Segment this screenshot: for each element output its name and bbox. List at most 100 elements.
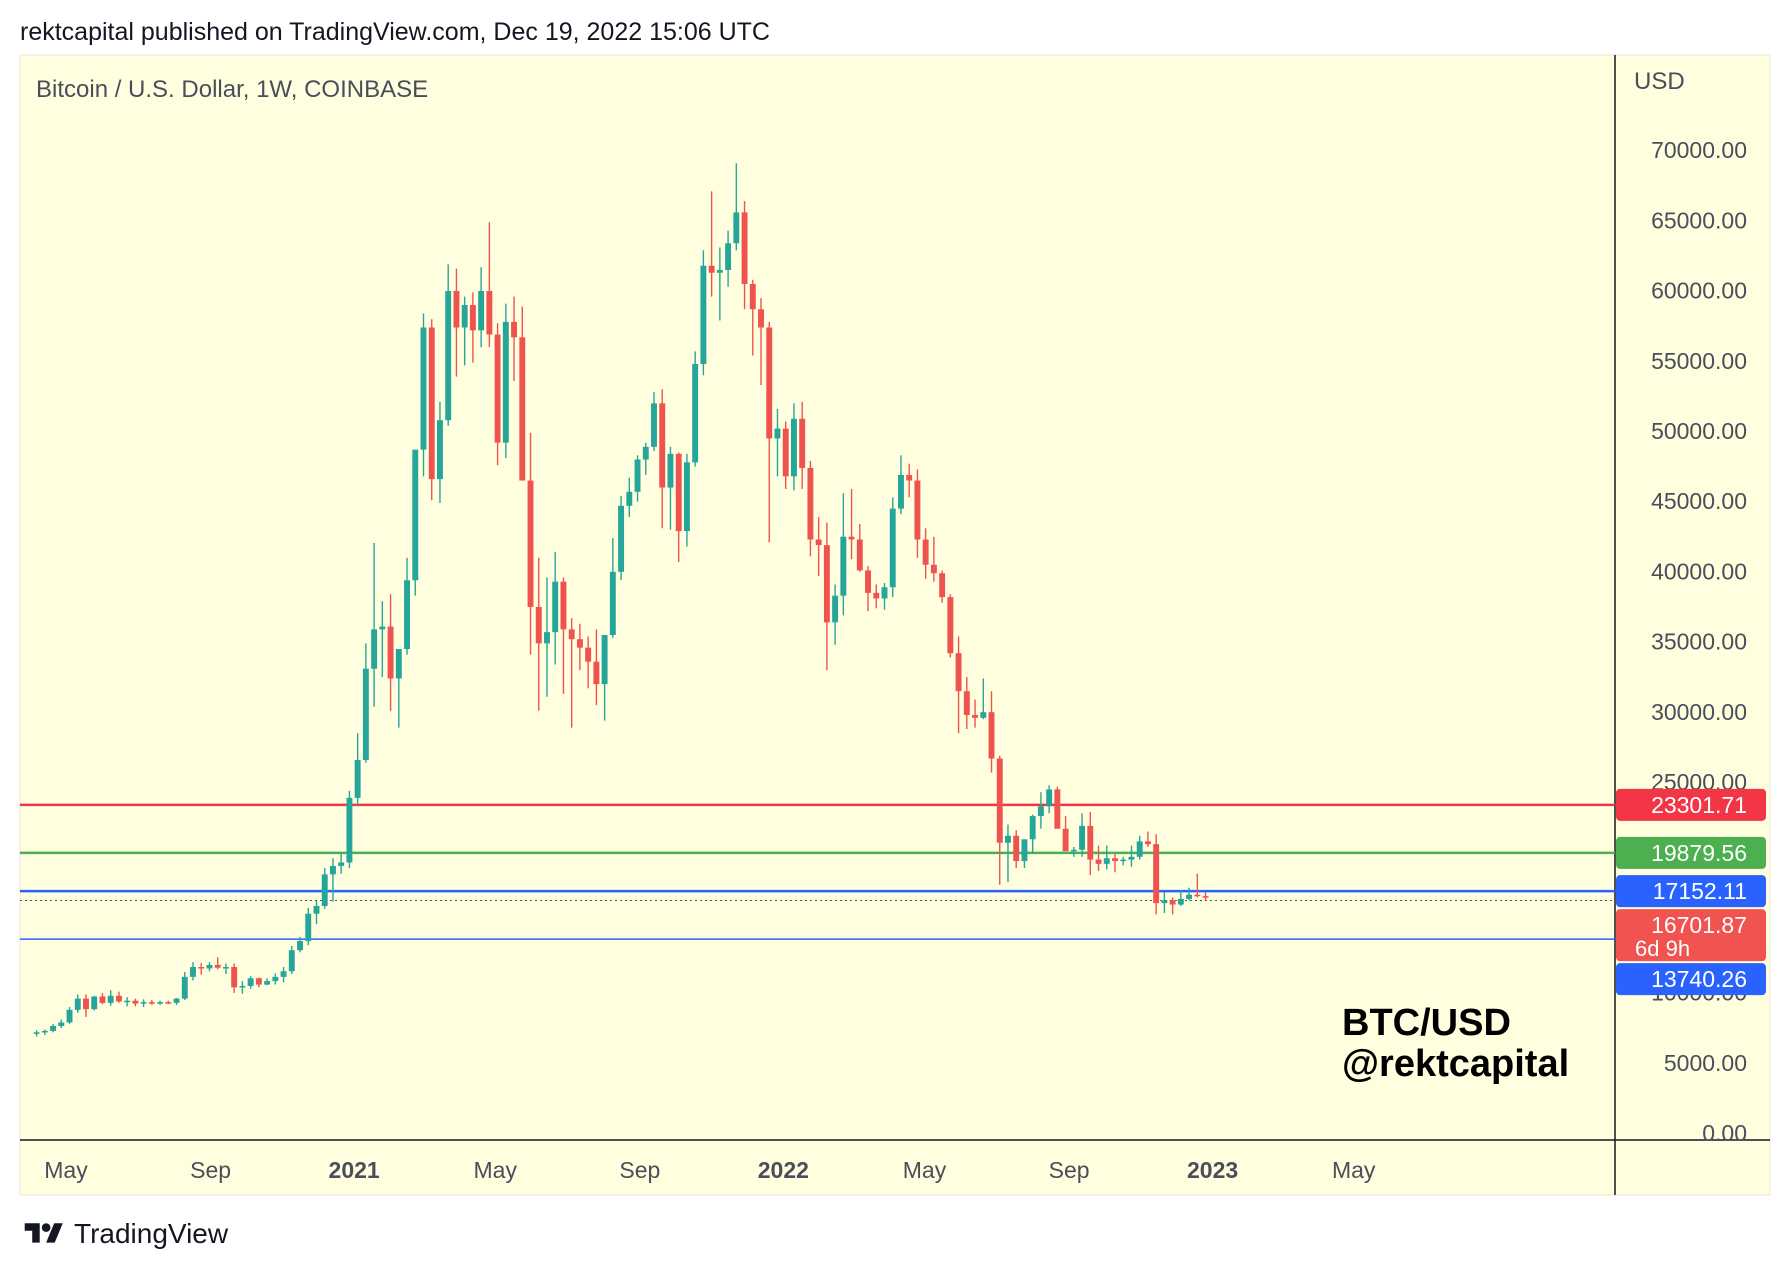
candle-body xyxy=(437,420,443,480)
candle-body xyxy=(214,964,221,968)
footer[interactable]: TradingView xyxy=(20,1214,228,1254)
price-label-countdown: 6d 9h xyxy=(1635,936,1690,961)
candle-body xyxy=(486,291,493,335)
candle-body xyxy=(83,998,89,1010)
candle-body xyxy=(856,539,863,571)
candle-body xyxy=(115,995,122,1002)
y-tick-label: 60000.00 xyxy=(1651,278,1747,304)
publish-header: rektcapital published on TradingView.com… xyxy=(20,18,770,46)
candle-body xyxy=(461,305,468,328)
y-axis-label: USD xyxy=(1634,68,1685,95)
candle-body xyxy=(774,428,781,439)
candle-body xyxy=(511,321,518,338)
candle-body xyxy=(33,1032,40,1034)
candle-body xyxy=(848,536,855,540)
candle-body xyxy=(939,573,946,598)
candle-body xyxy=(708,265,715,273)
candle-body xyxy=(222,967,229,969)
candle-body xyxy=(428,327,435,480)
chart-background[interactable] xyxy=(19,54,1771,1196)
candle-body xyxy=(157,1002,164,1004)
candle-body xyxy=(799,418,806,468)
candle-body xyxy=(881,587,888,599)
candle-body xyxy=(165,1002,172,1004)
candle-body xyxy=(651,403,657,447)
candle-body xyxy=(1062,828,1069,852)
x-tick-label: May xyxy=(903,1157,947,1183)
candle-body xyxy=(305,913,312,942)
candle-body xyxy=(1087,825,1094,860)
horizontal-levels[interactable] xyxy=(20,803,1615,940)
candle-body xyxy=(502,321,509,443)
candle-body xyxy=(346,797,353,863)
candle-body xyxy=(1161,900,1168,904)
candle-body xyxy=(626,491,633,506)
candle-body xyxy=(914,480,921,540)
candle-body xyxy=(1144,841,1151,845)
price-label-box xyxy=(1616,788,1766,821)
candle-body xyxy=(74,998,81,1010)
candle-body xyxy=(601,634,608,685)
candle-body xyxy=(815,539,822,546)
candle-body xyxy=(362,668,369,760)
candle-body xyxy=(922,539,929,565)
candle-body xyxy=(1005,835,1011,843)
x-tick-label: Sep xyxy=(1049,1157,1090,1183)
candle-body xyxy=(420,327,427,450)
price-label-text: 13740.26 xyxy=(1651,966,1747,992)
candle-body xyxy=(247,978,254,986)
price-label-text: 23301.71 xyxy=(1651,792,1747,818)
candle-body xyxy=(807,467,814,540)
x-tick-label: May xyxy=(44,1157,88,1183)
y-tick-label: 65000.00 xyxy=(1651,207,1747,233)
candle-body xyxy=(288,950,295,972)
candle-body xyxy=(354,759,361,798)
candle-body xyxy=(181,976,188,999)
candle-body xyxy=(297,941,303,951)
candle-body xyxy=(585,647,592,662)
x-tick-label: 2023 xyxy=(1187,1157,1238,1183)
candle-body xyxy=(618,505,625,572)
candle-body xyxy=(1037,806,1044,817)
candle-body xyxy=(897,474,904,509)
candle-body xyxy=(873,592,880,599)
candle-body xyxy=(889,508,896,588)
candle-body xyxy=(544,632,550,644)
candle-body xyxy=(404,580,411,650)
candle-body xyxy=(264,981,271,985)
candle-body xyxy=(1136,841,1143,857)
tradingview-brand: TradingView xyxy=(74,1218,229,1249)
candle-body xyxy=(955,653,962,692)
candle-body xyxy=(379,626,386,630)
candle-body xyxy=(634,459,641,492)
candle-body xyxy=(716,269,723,273)
candle-body xyxy=(609,571,616,635)
candle-body xyxy=(733,212,740,244)
candle-body xyxy=(1202,896,1209,898)
candle-body xyxy=(478,291,485,331)
candle-body xyxy=(140,1002,147,1004)
y-tick-label: 40000.00 xyxy=(1651,558,1747,584)
candle-body xyxy=(519,337,526,481)
candle-body xyxy=(1194,894,1201,897)
candle-body xyxy=(552,581,559,633)
candle-body xyxy=(1029,816,1036,840)
candle-body xyxy=(576,639,583,648)
price-label-text: 17152.11 xyxy=(1653,878,1747,904)
candle-body xyxy=(1112,858,1118,862)
candle-body xyxy=(50,1025,57,1031)
x-tick-label: Sep xyxy=(190,1157,231,1183)
candle-body xyxy=(535,606,542,644)
price-label-text: 16701.87 xyxy=(1651,912,1747,938)
candle-body xyxy=(725,243,732,270)
candle-body xyxy=(1054,789,1061,829)
candle-body xyxy=(239,985,246,988)
candle-body xyxy=(445,291,452,421)
candle-body xyxy=(527,480,534,607)
candle-body xyxy=(148,1002,155,1004)
candle-body xyxy=(865,570,871,593)
candle-body xyxy=(387,626,394,679)
candle-body xyxy=(206,964,213,969)
